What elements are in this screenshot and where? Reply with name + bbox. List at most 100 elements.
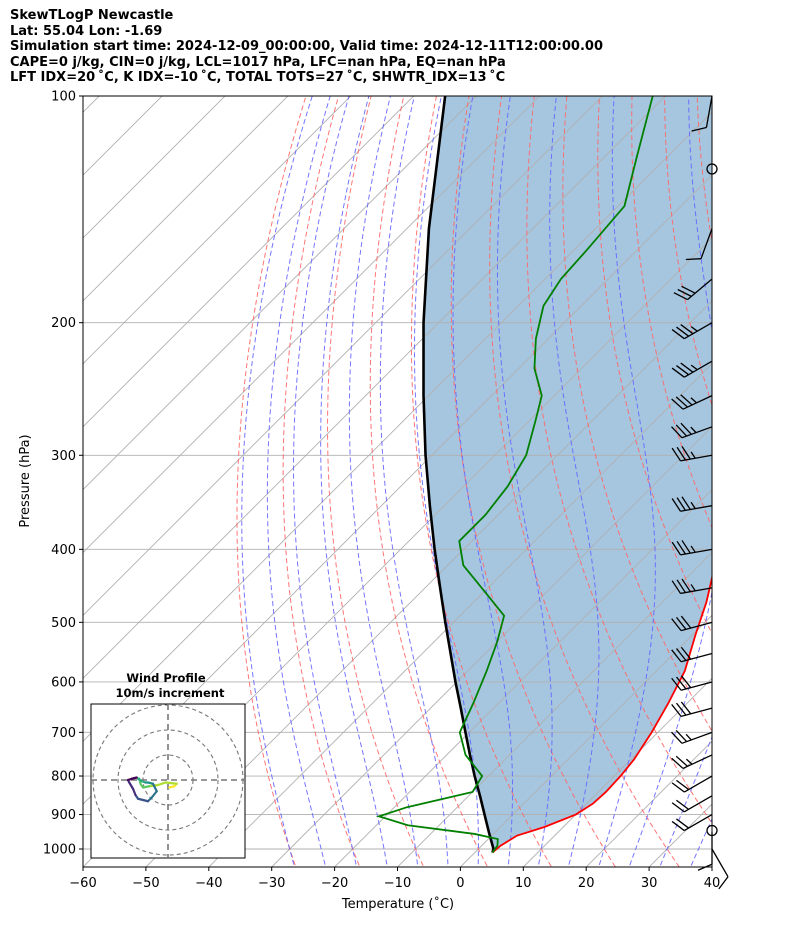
temperature-profile-line <box>491 573 712 854</box>
moist-adiabat-line <box>348 96 419 867</box>
cape-fill-layer <box>423 96 712 853</box>
wind-barb <box>671 360 713 378</box>
wind-barb-full-flag <box>671 367 685 378</box>
wind-barb-half-flag <box>685 758 693 765</box>
wind-barb <box>671 322 713 340</box>
wind-barb-full-flag <box>671 802 685 813</box>
chart-title: SkewTLogP Newcastle <box>10 8 174 23</box>
wind-barb-half-flag <box>690 584 696 592</box>
isotherm-line <box>83 96 226 239</box>
cape-shaded-area <box>423 96 712 853</box>
hodograph-trace-segment <box>131 787 137 797</box>
calm-wind-marker <box>706 163 718 175</box>
wind-barb-full-flag <box>681 578 691 593</box>
wind-barb-full-flag <box>680 646 692 660</box>
dry-adiabat-line <box>597 96 712 635</box>
moist-adiabat-line <box>549 96 600 867</box>
wind-barb-staff <box>681 426 713 439</box>
y-tick-label: 700 <box>51 726 76 741</box>
wind-barb-layer <box>671 95 729 890</box>
wind-barb-full-flag <box>685 258 702 261</box>
wind-barb-full-flag <box>671 580 682 594</box>
isotherm-line <box>83 111 712 742</box>
dry-adiabat-line <box>562 96 712 732</box>
wind-barb-staff <box>680 652 713 663</box>
wind-barb <box>685 228 713 261</box>
isotherm-line <box>83 96 478 491</box>
hodograph-inset <box>90 703 246 859</box>
moist-adiabat-line <box>628 96 712 867</box>
isotherm-line <box>83 96 666 679</box>
wind-barb <box>671 394 713 410</box>
wind-barb-full-flag <box>676 365 690 376</box>
x-tick-label: −50 <box>132 876 159 891</box>
wind-barb-staff <box>680 621 713 632</box>
dry-adiabat-line <box>526 96 712 825</box>
x-tick-label: 30 <box>641 876 658 891</box>
wind-barb-full-flag <box>675 424 688 437</box>
wind-barb <box>697 832 713 871</box>
wind-barb-full-flag <box>676 779 690 791</box>
wind-barb-staff <box>681 731 713 744</box>
wind-barb <box>671 775 713 793</box>
wind-barb-full-flag <box>680 394 693 406</box>
wind-barb <box>671 445 713 462</box>
wind-barb-staff <box>683 360 713 378</box>
wind-barb-full-flag <box>675 648 687 661</box>
y-tick-label: 500 <box>51 616 76 631</box>
x-tick-label: 0 <box>456 876 464 891</box>
wind-barb <box>671 422 713 439</box>
wind-barb-full-flag <box>673 292 688 301</box>
wind-barb <box>673 278 713 301</box>
moist-adiabat-line <box>241 96 313 867</box>
wind-barb-half-flag <box>690 451 696 459</box>
isotherm-line <box>83 96 352 365</box>
wind-barb-full-flag <box>680 615 692 629</box>
calm-wind-marker <box>706 824 718 837</box>
x-tick-label: −10 <box>384 876 411 891</box>
hodograph-trace-segment <box>156 781 167 787</box>
wind-barb-full-flag <box>676 579 686 593</box>
parcel-profile-line <box>422 96 495 853</box>
x-tick-label: 10 <box>515 876 532 891</box>
isotherm-line <box>711 866 712 867</box>
thermo-indices-line: LFT IDX=20 ˚C, K IDX=-10 ˚C, TOTAL TOTS=… <box>10 70 506 86</box>
wind-barb-full-flag <box>675 702 687 716</box>
x-tick-label: −20 <box>321 876 348 891</box>
wind-barb-staff <box>680 707 713 718</box>
wind-barb-staff <box>700 228 713 259</box>
wind-barb-full-flag <box>675 676 687 690</box>
wind-barb-staff <box>680 505 713 512</box>
isotherm-line <box>83 96 604 617</box>
wind-barb-half-flag <box>690 426 697 434</box>
wind-barb-full-flag <box>675 730 688 743</box>
moist-adiabat-line <box>379 96 449 867</box>
wind-barb-full-flag <box>671 498 682 512</box>
dry-adiabat-line <box>369 96 489 867</box>
hodograph-trace-segment <box>130 776 138 780</box>
moist-adiabat-line <box>414 96 479 867</box>
hodograph-trace-segment <box>151 782 158 793</box>
y-tick-label: 400 <box>51 543 76 558</box>
moist-adiabat-line <box>598 96 656 867</box>
wind-barb-full-flag <box>675 396 688 408</box>
dry-adiabat-line <box>450 96 616 867</box>
moist-adiabat-line <box>496 96 553 867</box>
wind-barb-full-flag <box>676 818 690 829</box>
isotherm-line <box>83 96 289 302</box>
moist-adiabat-line <box>266 96 331 867</box>
wind-barb-full-flag <box>697 863 713 871</box>
wind-barb-full-flag <box>680 362 694 373</box>
wind-barb <box>691 95 713 132</box>
x-tick-label: −40 <box>195 876 222 891</box>
wind-barb-half-flag <box>690 397 698 404</box>
moist-adiabat-line <box>452 96 514 867</box>
y-tick-label: 900 <box>51 808 76 823</box>
wind-barb <box>671 675 713 691</box>
hodograph-subtitle: 10m/s increment <box>116 686 225 700</box>
isotherm-line <box>83 96 415 428</box>
wind-barb-full-flag <box>671 426 683 439</box>
wind-barb-full-flag <box>680 324 694 335</box>
